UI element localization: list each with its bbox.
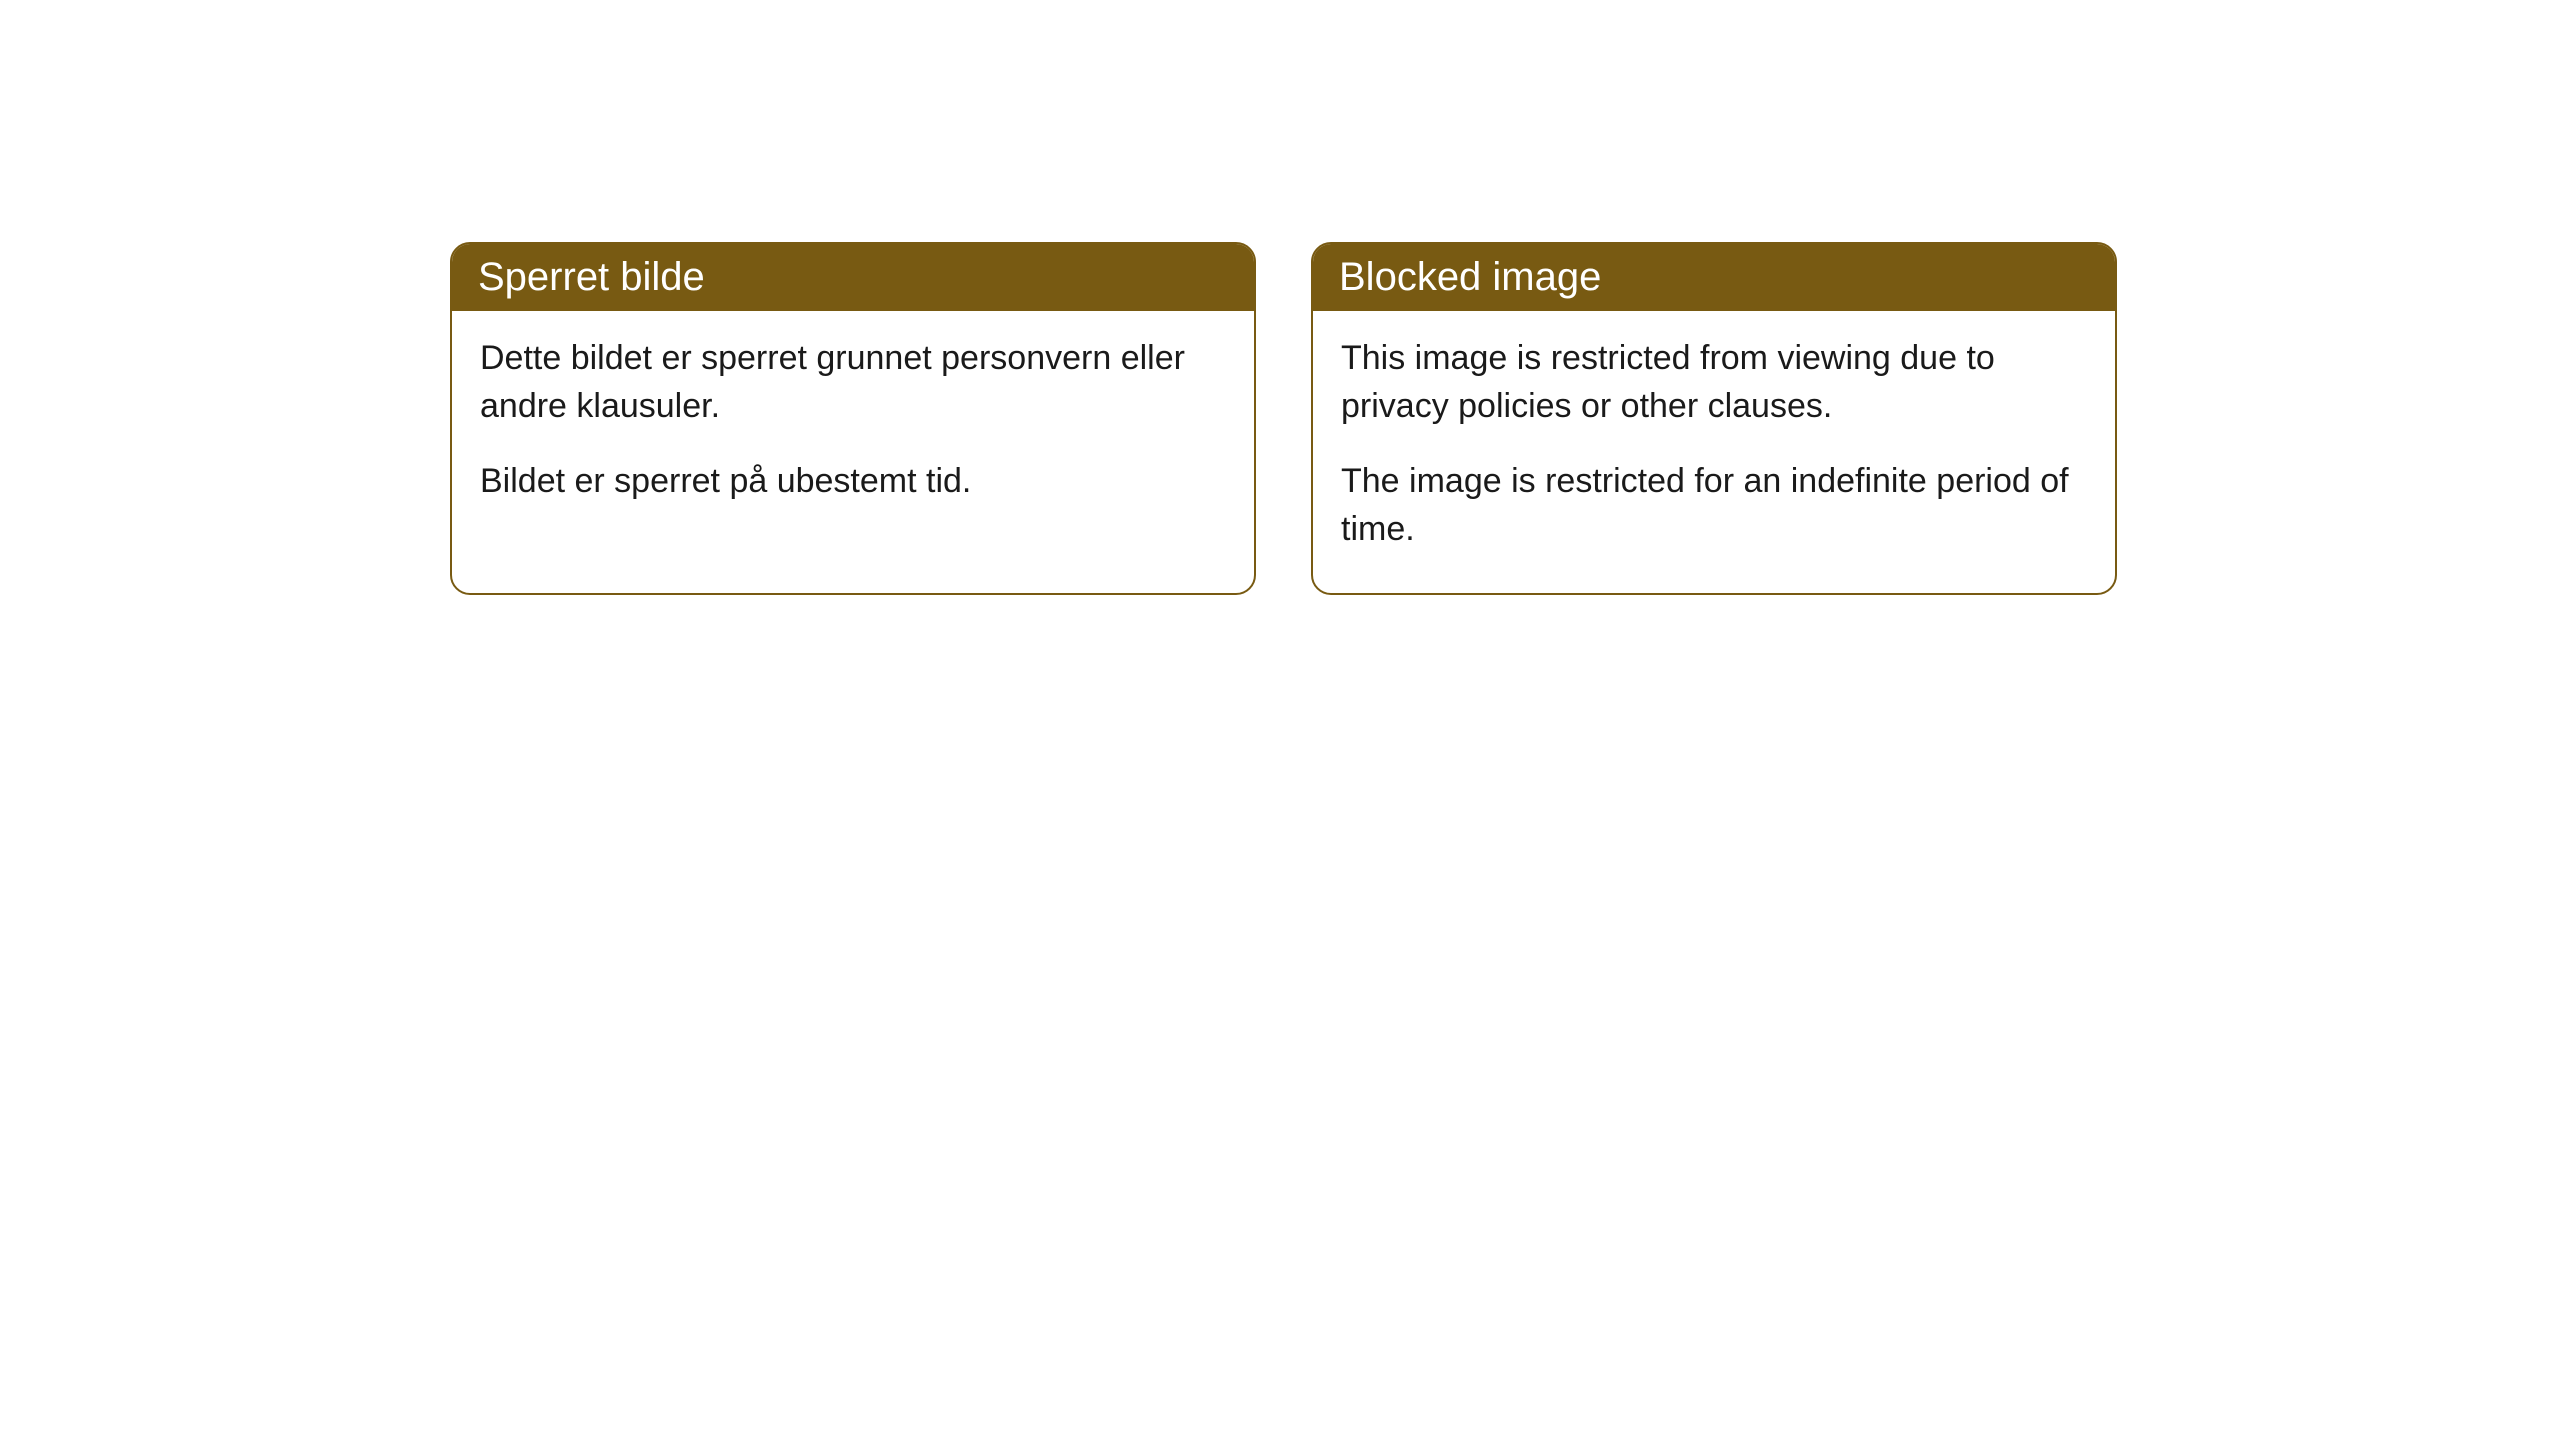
card-paragraph: Bildet er sperret på ubestemt tid.: [480, 458, 1226, 506]
card-body-norwegian: Dette bildet er sperret grunnet personve…: [452, 311, 1254, 546]
card-paragraph: This image is restricted from viewing du…: [1341, 335, 2087, 430]
notice-cards-container: Sperret bilde Dette bildet er sperret gr…: [0, 0, 2560, 595]
card-paragraph: The image is restricted for an indefinit…: [1341, 458, 2087, 553]
card-title-norwegian: Sperret bilde: [452, 244, 1254, 311]
card-title-english: Blocked image: [1313, 244, 2115, 311]
blocked-image-card-english: Blocked image This image is restricted f…: [1311, 242, 2117, 595]
blocked-image-card-norwegian: Sperret bilde Dette bildet er sperret gr…: [450, 242, 1256, 595]
card-paragraph: Dette bildet er sperret grunnet personve…: [480, 335, 1226, 430]
card-body-english: This image is restricted from viewing du…: [1313, 311, 2115, 593]
